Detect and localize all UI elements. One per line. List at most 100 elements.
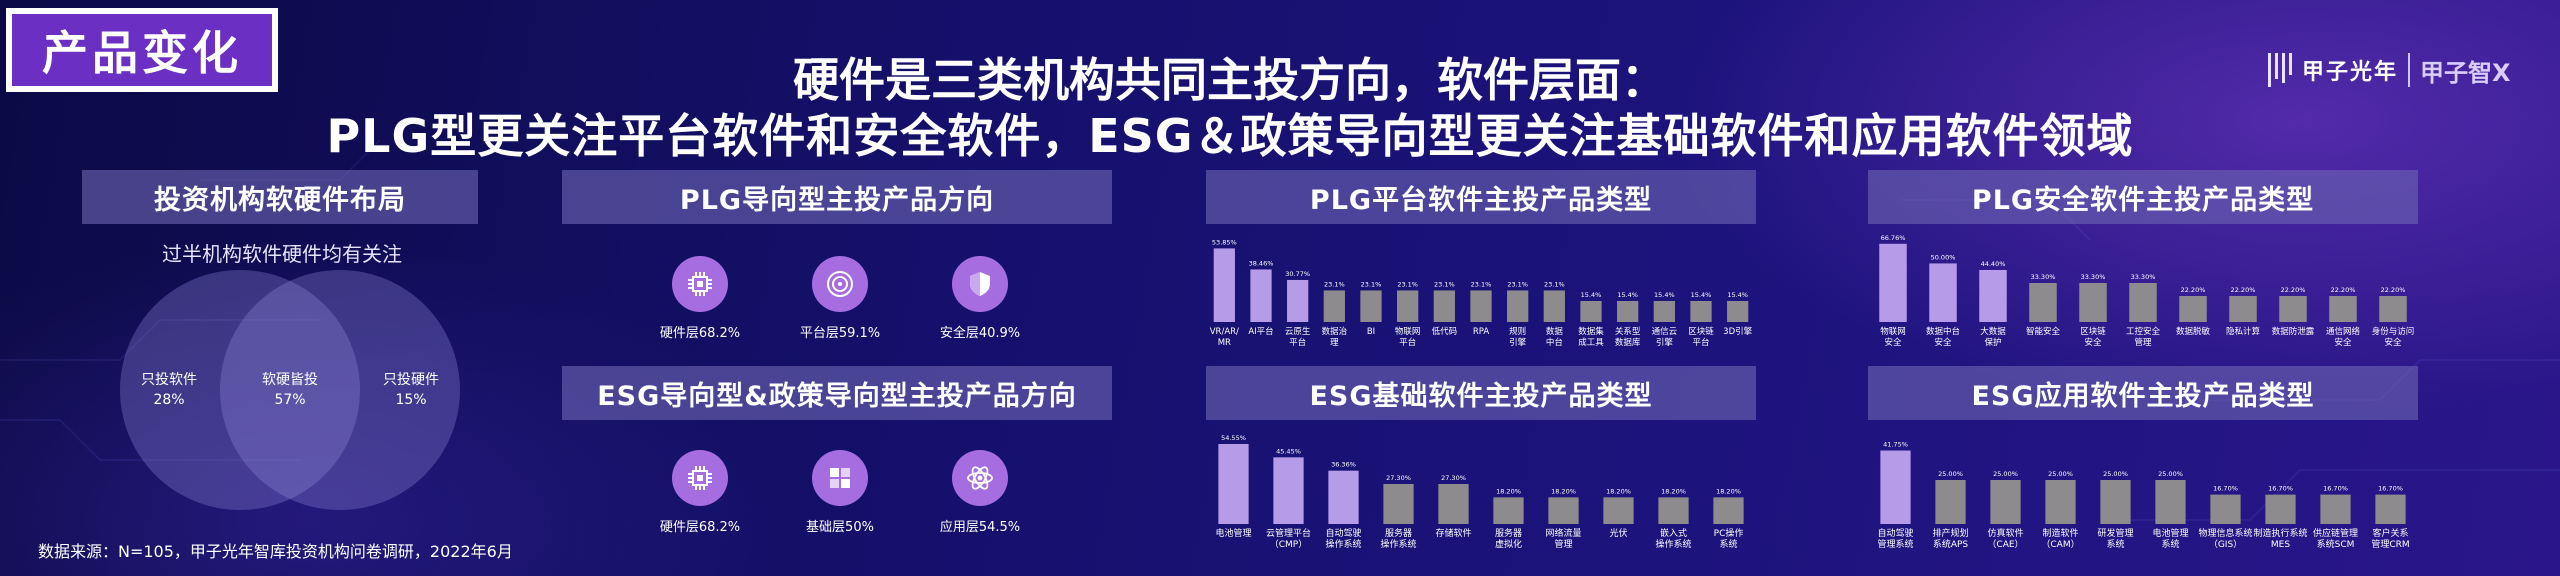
bar xyxy=(1713,497,1744,524)
logo-divider xyxy=(2408,53,2411,87)
bar xyxy=(2329,295,2357,322)
bar xyxy=(1250,269,1272,322)
category-label: 制造执行系统 xyxy=(2253,527,2307,539)
bar-value-label: 25.00% xyxy=(1993,470,2018,478)
bar xyxy=(1397,290,1419,322)
logo: 甲子光年 甲子智X xyxy=(2268,50,2511,90)
category-label: AI平台 xyxy=(1248,326,1273,337)
venn-center: 软硬皆投 57% xyxy=(245,370,335,410)
plg-platform-item: 平台层59.1% xyxy=(780,256,900,341)
esg-app-bar-chart: 41.75%自动驾驶管理系统25.00%排产规划系统APS25.00%仿真软件（… xyxy=(1877,441,2409,550)
bar-value-label: 23.1% xyxy=(1434,280,1455,288)
section-tag: 产品变化 xyxy=(6,8,278,92)
bar xyxy=(2155,480,2186,524)
category-label: 通信网络 xyxy=(2326,326,2361,337)
venn-right-label: 只投硬件 xyxy=(383,372,439,388)
plg-platform-label: 平台层59.1% xyxy=(799,326,881,341)
source-note: 数据来源：N=105，甲子光年智库投资机构问卷调研，2022年6月 xyxy=(38,542,513,561)
header-plg-direction: PLG导向型主投产品方向 xyxy=(562,170,1112,224)
bar-value-label: 16.70% xyxy=(2378,485,2403,493)
category-label: RPA xyxy=(1473,327,1489,337)
category-label: 引擎 xyxy=(1509,337,1527,348)
esg-hardware-label: 硬件层68.2% xyxy=(659,520,741,535)
esg-app-label: 应用层54.5% xyxy=(939,520,1021,535)
bar-value-label: 16.70% xyxy=(2268,485,2293,493)
venn-left: 只投软件 28% xyxy=(124,370,214,410)
category-label: 网络流量 xyxy=(1545,527,1581,539)
category-label: 排产规划 xyxy=(1932,527,1968,539)
esg-basic-item: 基础层50% xyxy=(780,450,900,535)
category-label: 安全 xyxy=(1934,337,1952,348)
logo-brand: 甲子智X xyxy=(2420,58,2511,87)
category-label: 平台 xyxy=(1692,337,1709,348)
bar xyxy=(2079,282,2107,322)
bar-value-label: 36.36% xyxy=(1331,461,1356,469)
bar-value-label: 23.1% xyxy=(1361,280,1382,288)
category-label: 关系型 xyxy=(1615,326,1641,337)
bar-value-label: 44.40% xyxy=(1981,260,2006,268)
category-label: 低代码 xyxy=(1432,326,1458,337)
shield-icon xyxy=(952,256,1008,312)
bar-value-label: 50.00% xyxy=(1931,253,1956,261)
bar xyxy=(2229,295,2257,322)
bar-value-label: 45.45% xyxy=(1276,447,1301,455)
puzzle-icon xyxy=(812,450,868,506)
bar xyxy=(1690,300,1712,322)
section-tag-label: 产品变化 xyxy=(12,14,272,86)
esg-basic-bar-chart: 54.55% 电池管理 45.45% 云管理平台（CMP） 36.36% 自动驾驶操作系统… xyxy=(1215,434,1744,550)
bar xyxy=(1880,450,1911,524)
category-label: 安全 xyxy=(2334,337,2352,348)
category-label: 云原生 xyxy=(1285,326,1311,337)
bar-value-label: 25.00% xyxy=(2048,470,2073,478)
bar xyxy=(1935,480,1966,524)
category-label: 理 xyxy=(1330,338,1339,348)
disc-icon xyxy=(812,256,868,312)
category-label: （CAM） xyxy=(2041,539,2079,550)
venn-circle-software xyxy=(120,270,360,510)
category-label: 规则 xyxy=(1509,326,1526,337)
bar xyxy=(1360,290,1382,322)
bar xyxy=(1543,290,1565,322)
category-label: 智能安全 xyxy=(2026,326,2061,337)
bar xyxy=(1507,290,1529,322)
category-label: 制造软件 xyxy=(2042,527,2078,539)
bar-value-label: 33.30% xyxy=(2031,273,2056,281)
bar-value-label: 18.20% xyxy=(1716,487,1741,495)
plg-hardware-item: 硬件层68.2% xyxy=(640,256,760,341)
bar-value-label: 22.20% xyxy=(2231,286,2256,294)
category-label: 大数据 xyxy=(1980,326,2006,337)
bar xyxy=(1433,290,1455,322)
bar-value-label: 15.4% xyxy=(1617,291,1638,299)
bar-value-label: 22.20% xyxy=(2331,286,2356,294)
category-label: BI xyxy=(1367,327,1375,337)
bar-value-label: 22.20% xyxy=(2181,286,2206,294)
category-label: 区块链 xyxy=(1688,326,1714,337)
category-label: 安全 xyxy=(2384,337,2402,348)
bar xyxy=(1727,300,1749,322)
category-label: 数据防泄露 xyxy=(2272,326,2315,337)
atom-icon xyxy=(952,450,1008,506)
category-label: 操作系统 xyxy=(1655,538,1691,550)
esg-basic-label: 基础层50% xyxy=(806,520,874,535)
category-label: 身份与访问 xyxy=(2372,326,2415,337)
category-label: 数据库 xyxy=(1615,337,1641,348)
bar xyxy=(2100,480,2131,524)
bar-value-label: 23.1% xyxy=(1324,280,1345,288)
category-label: 中台 xyxy=(1546,337,1563,348)
chip-icon xyxy=(672,256,728,312)
page-title-line-1: 硬件是三类机构共同主投方向，软件层面： xyxy=(793,53,1667,107)
esg-hardware-item: 硬件层68.2% xyxy=(640,450,760,535)
category-label: 物联网 xyxy=(1395,326,1421,337)
category-label: 数据集 xyxy=(1578,326,1604,337)
venn-center-label: 软硬皆投 xyxy=(262,372,318,388)
bar xyxy=(2129,282,2157,322)
category-label: 存储软件 xyxy=(1435,527,1471,539)
category-label: 物联网 xyxy=(1880,326,1906,337)
category-label: 系统 xyxy=(2161,538,2179,550)
bar-value-label: 22.20% xyxy=(2381,286,2406,294)
bar xyxy=(1323,290,1345,322)
bar xyxy=(1438,484,1469,524)
bar xyxy=(1653,300,1675,322)
